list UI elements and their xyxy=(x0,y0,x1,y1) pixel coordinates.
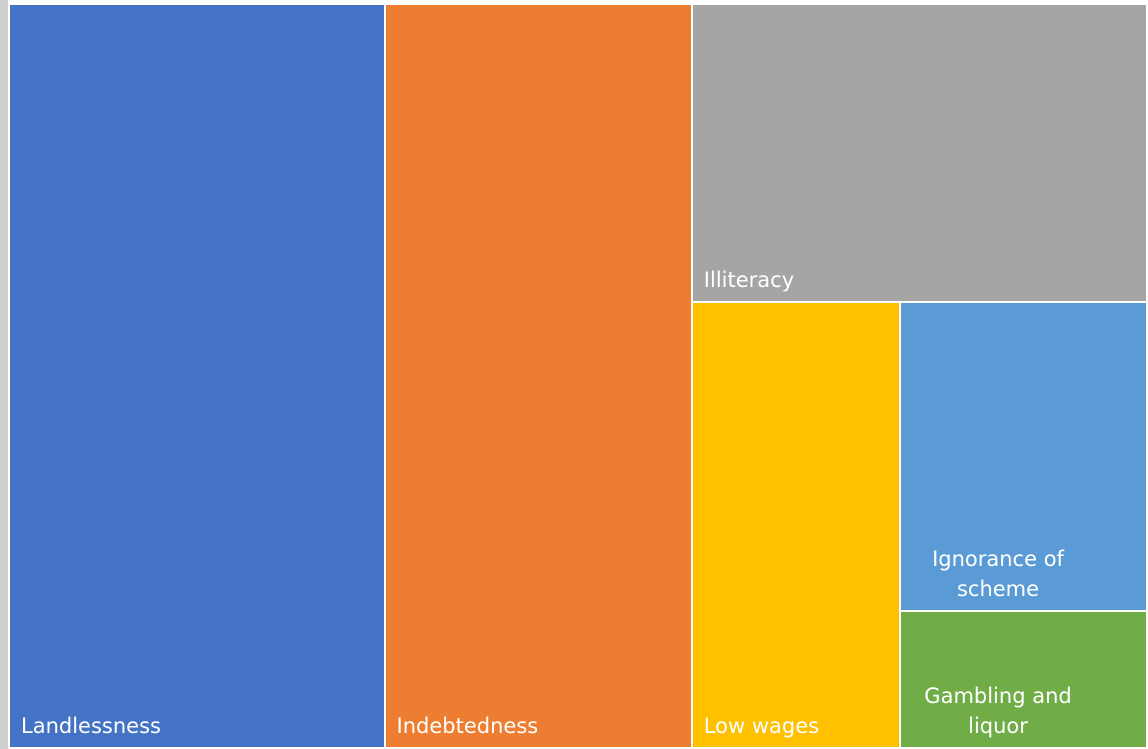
window-edge xyxy=(0,0,8,749)
tile-label: Gambling and liquor xyxy=(924,683,1072,738)
tile: Low wages xyxy=(692,302,902,749)
chart: Landlessness Indebtedness Illiteracy Low wa… xyxy=(10,5,1148,749)
tile: Gambling and liquor xyxy=(901,611,1148,749)
tile: Ignorance of scheme xyxy=(901,302,1148,612)
tile-label: Landlessness xyxy=(21,714,161,738)
tile: Landlessness xyxy=(10,5,386,749)
tile-label: Ignorance of scheme xyxy=(932,546,1064,601)
tile-label: Indebtedness xyxy=(396,714,539,738)
tile: Indebtedness xyxy=(385,5,693,749)
tile: Illiteracy xyxy=(692,5,1148,303)
tile-label: Illiteracy xyxy=(703,267,795,292)
tile-label: Low wages xyxy=(703,713,820,738)
